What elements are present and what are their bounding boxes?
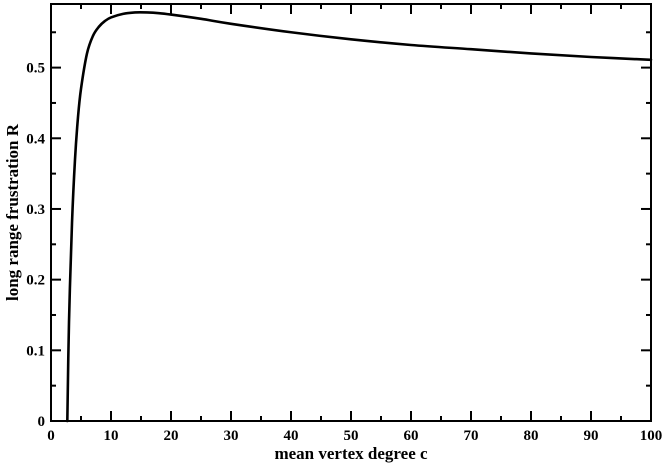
plot-area <box>50 3 652 422</box>
plot-frame <box>50 3 652 422</box>
x-axis-title: mean vertex degree c <box>274 444 428 463</box>
series-lines <box>66 11 653 423</box>
series-line <box>66 11 653 423</box>
y-axis-title: long range frustration R <box>3 123 22 301</box>
y-tick-label: 0 <box>38 414 46 430</box>
x-tick-label: 30 <box>224 428 239 444</box>
x-tick-label: 100 <box>640 428 663 444</box>
x-tick-label: 70 <box>464 428 479 444</box>
y-tick-label: 0.4 <box>26 131 45 147</box>
y-tick-label: 0.1 <box>26 343 45 359</box>
y-tick-label: 0.3 <box>26 202 45 218</box>
x-tick-label: 80 <box>524 428 539 444</box>
x-tick-label: 20 <box>164 428 179 444</box>
x-tick-label: 40 <box>284 428 299 444</box>
x-tick-label: 50 <box>344 428 359 444</box>
x-tick-label: 60 <box>404 428 419 444</box>
axis-ticks <box>50 4 652 422</box>
x-tick-label: 90 <box>584 428 599 444</box>
y-tick-label: 0.5 <box>26 61 45 77</box>
x-tick-label: 10 <box>104 428 119 444</box>
y-tick-label: 0.2 <box>26 273 45 289</box>
x-tick-label: 0 <box>47 428 55 444</box>
tick-labels: 0 10 20 30 40 50 60 70 80 90 100 0 0.1 0.2 0.3 0.4 0.5 <box>26 61 662 444</box>
